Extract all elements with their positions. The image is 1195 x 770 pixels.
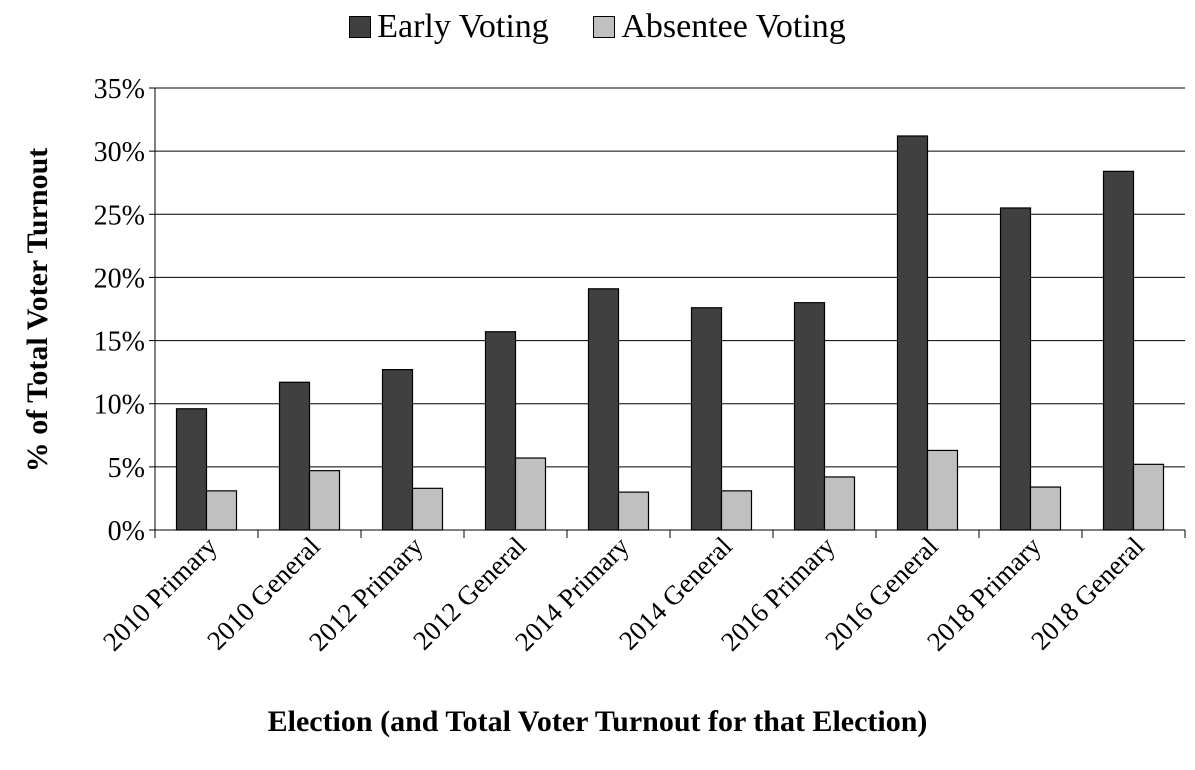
bar-early-voting [896, 135, 929, 531]
bar-early-voting [175, 408, 208, 531]
bar-absentee-voting [1029, 486, 1062, 531]
y-tick-label: 5% [108, 453, 145, 484]
bar-early-voting [278, 381, 311, 531]
y-tick-label: 35% [94, 74, 145, 105]
y-tick-label: 10% [94, 390, 145, 421]
bar-early-voting [484, 331, 517, 531]
y-tick-label: 15% [94, 327, 145, 358]
y-tick-label: 30% [94, 137, 145, 168]
bar-absentee-voting [617, 491, 650, 531]
y-tick-label: 0% [108, 516, 145, 547]
bar-absentee-voting [823, 476, 856, 531]
bar-absentee-voting [205, 490, 238, 531]
bar-absentee-voting [308, 470, 341, 531]
legend-swatch-early-voting [349, 16, 372, 38]
legend-swatch-absentee-voting [593, 16, 616, 38]
bar-early-voting [690, 307, 723, 531]
x-axis-title: Election (and Total Voter Turnout for th… [267, 705, 928, 738]
legend-label-early-voting: Early Voting [377, 8, 549, 45]
bar-absentee-voting [514, 457, 547, 531]
bar-absentee-voting [926, 449, 959, 531]
bar-early-voting [999, 207, 1032, 531]
bar-early-voting [587, 288, 620, 531]
legend-item-absentee-voting: Absentee Voting [593, 8, 846, 46]
y-tick-label: 25% [94, 200, 145, 231]
y-tick-label: 20% [94, 263, 145, 294]
bar-absentee-voting [1132, 463, 1165, 531]
bar-early-voting [1102, 170, 1135, 531]
bar-absentee-voting [411, 487, 444, 531]
legend-item-early-voting: Early Voting [349, 8, 549, 46]
bar-early-voting [793, 302, 826, 531]
bar-early-voting [381, 369, 414, 531]
legend: Early Voting Absentee Voting [0, 8, 1195, 47]
legend-label-absentee-voting: Absentee Voting [621, 8, 846, 45]
bar-absentee-voting [720, 490, 753, 531]
